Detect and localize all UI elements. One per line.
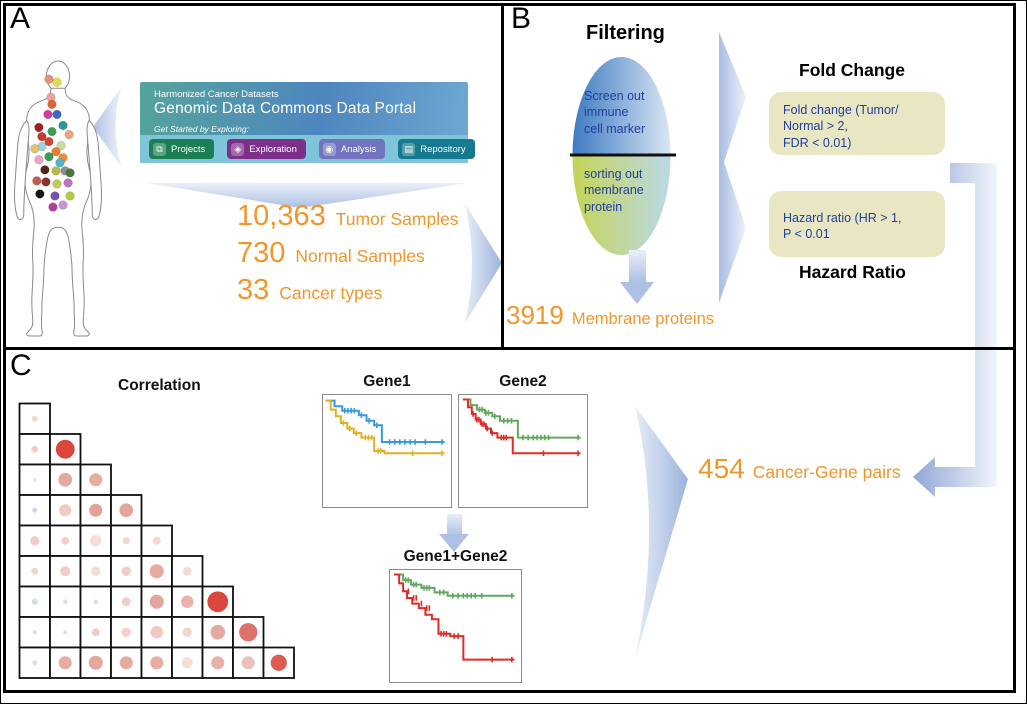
combined-plot-box (389, 569, 522, 683)
stat-tumor-samples: 10,363 Tumor Samples (237, 200, 459, 233)
projects-icon: ⧉ (153, 142, 166, 156)
exploration-button[interactable]: ◈ Exploration (227, 139, 306, 159)
pipe-arrow-to-result (913, 163, 997, 497)
cancer-type-dots (30, 74, 75, 212)
gene1-plot-box (322, 394, 452, 508)
fold-change-criteria-text: Fold change (Tumor/ Normal > 2, FDR < 0.… (783, 103, 899, 150)
flow-double-chevron (719, 32, 746, 303)
membrane-proteins-result: 3919 Membrane proteins (506, 302, 714, 329)
panel-a-label: A (10, 2, 31, 35)
repository-icon: ▤ (402, 142, 416, 156)
stat-tumor-value: 10,363 (237, 200, 326, 232)
filter-step-2-text: sorting out membrane protein (584, 167, 644, 214)
stat-normal-label: Normal Samples (295, 245, 425, 266)
fold-change-heading: Fold Change (799, 60, 905, 80)
gdc-kicker: Harmonized Cancer Datasets (154, 89, 279, 100)
filter-divider-line (570, 153, 676, 157)
gene2-km-curves (459, 395, 587, 507)
stat-normal-value: 730 (237, 236, 286, 269)
gdc-button-label: Repository (420, 143, 466, 155)
stat-normal-samples: 730 Normal Samples (237, 236, 459, 270)
stat-tumor-label: Tumor Samples (335, 209, 459, 229)
gdc-button-label: Exploration (249, 143, 297, 155)
panel-divider-vertical (501, 3, 504, 350)
exploration-icon: ◈ (231, 142, 245, 156)
correlation-title: Correlation (118, 377, 201, 394)
repository-button[interactable]: ▤ Repository (398, 139, 475, 159)
gdc-portal-card: Harmonized Cancer Datasets Genomic Data … (140, 82, 475, 163)
stat-cancer-types: 33 Cancer types (237, 273, 459, 307)
analysis-icon: ◉ (322, 142, 336, 156)
arrow-right-to-result (635, 406, 688, 659)
stat-types-value: 33 (237, 273, 270, 306)
membrane-proteins-label: Membrane proteins (571, 310, 714, 328)
gdc-subtitle: Get Started by Exploring: (154, 124, 249, 134)
projects-button[interactable]: ⧉ Projects (149, 139, 215, 159)
dataset-stats: 10,363 Tumor Samples 730 Normal Samples 33… (237, 200, 459, 312)
analysis-button[interactable]: ◉ Analysis (318, 139, 386, 159)
stat-types-label: Cancer types (279, 282, 383, 303)
panel-c-label: C (10, 349, 32, 382)
hazard-ratio-criteria-box: Hazard ratio (HR > 1, P < 0.01 (769, 191, 945, 257)
body-right-arm (86, 119, 102, 221)
gene1-survival-plot: Gene1 (322, 373, 452, 508)
combined-km-curves (390, 570, 521, 682)
pairs-value: 454 (698, 453, 745, 484)
filter-ellipse-top (572, 57, 671, 157)
gdc-title: Genomic Data Commons Data Portal (154, 100, 417, 117)
human-body-figure (14, 60, 102, 337)
combined-plot-title: Gene1+Gene2 (403, 548, 508, 565)
arrow-right-to-panel-b (465, 204, 502, 323)
arrow-down-from-funnel (620, 250, 654, 304)
correlation-bubble-matrix (18, 402, 295, 679)
arrow-down-to-combined-plot (439, 514, 469, 552)
gene2-plot-title: Gene2 (499, 373, 547, 390)
cancer-gene-pairs-result: 454 Cancer-Gene pairs (698, 455, 901, 483)
panel-divider-horizontal (3, 347, 1016, 350)
fold-change-criteria-box: Fold change (Tumor/ Normal > 2, FDR < 0.… (769, 92, 945, 155)
arrow-left-to-body (93, 86, 122, 168)
filter-ellipse-bottom (572, 156, 671, 255)
body-left-arm (14, 119, 30, 221)
gene2-plot-box (458, 394, 588, 508)
gdc-button-label: Analysis (340, 143, 377, 155)
filter-step-1-text: Screen out immune cell marker (584, 89, 646, 136)
combined-survival-plot: Gene1+Gene2 (389, 548, 522, 683)
gdc-button-row: ⧉ Projects ◈ Exploration ◉ Analysis ▤ Repositor… (140, 135, 475, 163)
arrow-down-to-stats (147, 183, 467, 208)
panel-b-label: B (511, 2, 532, 35)
gene2-survival-plot: Gene2 (458, 373, 588, 508)
gene1-plot-title: Gene1 (363, 373, 411, 390)
membrane-proteins-value: 3919 (506, 300, 564, 330)
hazard-ratio-criteria-text: Hazard ratio (HR > 1, P < 0.01 (783, 211, 902, 242)
gdc-button-label: Projects (171, 143, 206, 155)
filtering-heading: Filtering (586, 22, 665, 44)
hazard-ratio-heading: Hazard Ratio (799, 262, 906, 282)
gene1-km-curves (323, 395, 451, 507)
pairs-label: Cancer-Gene pairs (752, 462, 901, 482)
